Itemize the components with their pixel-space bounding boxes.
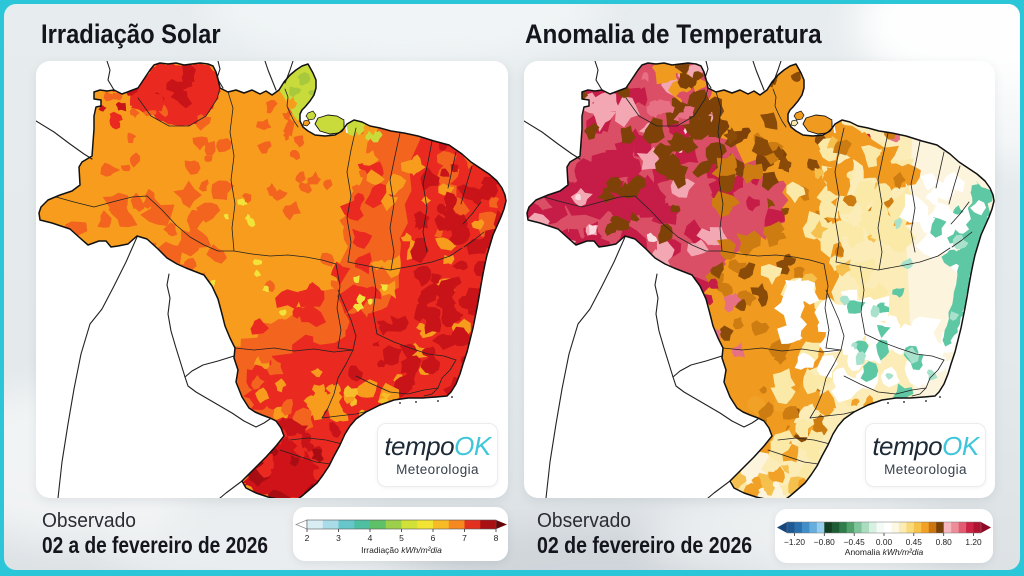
svg-text:−1.20: −1.20 [784, 537, 805, 547]
svg-text:8: 8 [494, 533, 499, 543]
svg-text:0.45: 0.45 [906, 537, 923, 547]
svg-text:−0.45: −0.45 [844, 537, 865, 547]
svg-text:4: 4 [368, 533, 373, 543]
svg-text:5: 5 [399, 533, 404, 543]
svg-text:2: 2 [305, 533, 310, 543]
svg-text:0.00: 0.00 [876, 537, 893, 547]
svg-text:Irradiação kWh/m²dia: Irradiação kWh/m²dia [361, 545, 442, 555]
svg-text:−0.80: −0.80 [814, 537, 835, 547]
svg-text:6: 6 [431, 533, 436, 543]
svg-text:0.80: 0.80 [936, 537, 953, 547]
svg-text:7: 7 [462, 533, 467, 543]
svg-text:Anomalia kWh/m²dia: Anomalia kWh/m²dia [845, 547, 924, 557]
svg-text:1.20: 1.20 [965, 537, 982, 547]
svg-text:3: 3 [336, 533, 341, 543]
